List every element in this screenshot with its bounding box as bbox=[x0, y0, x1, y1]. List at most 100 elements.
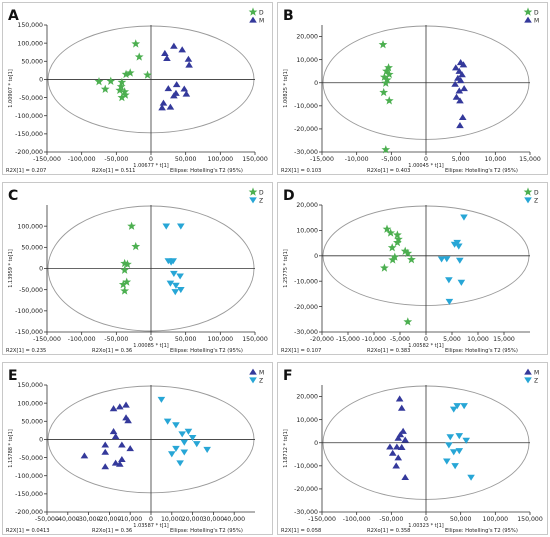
x-tick-label: -10,000 bbox=[345, 156, 369, 163]
y-tick-label: 150,000 bbox=[17, 22, 43, 29]
panel-label: B bbox=[283, 8, 294, 24]
panel-label: F bbox=[283, 368, 293, 384]
data-point-Z-4 bbox=[446, 434, 455, 441]
legend-label: Z bbox=[259, 197, 263, 204]
footer-r2x: R2X[1] = 0.103 bbox=[281, 168, 321, 174]
data-point-M-5 bbox=[109, 428, 118, 435]
data-point-Z-4 bbox=[443, 256, 451, 263]
legend-label: Z bbox=[534, 377, 538, 384]
data-point-D-7 bbox=[120, 286, 130, 295]
panel-F: F 20,000 10,000 0 -10,000 -20,000 -30,000-150,… bbox=[277, 362, 548, 535]
footer-ellipse: Ellipse: Hotelling's T2 (95%) bbox=[445, 528, 518, 534]
data-point-D-10 bbox=[120, 90, 130, 99]
data-point-D-11 bbox=[117, 92, 127, 102]
data-point-D-7 bbox=[403, 248, 413, 257]
y-tick-label: 10,000 bbox=[296, 228, 318, 235]
data-point-Z-2 bbox=[449, 406, 458, 413]
data-point-M-legend bbox=[249, 368, 257, 375]
data-point-M-3 bbox=[163, 54, 171, 62]
data-point-M-15 bbox=[101, 463, 110, 470]
data-point-Z-6 bbox=[176, 273, 184, 280]
y-tick-label: -30,000 bbox=[294, 509, 318, 516]
data-point-Z-2 bbox=[450, 241, 459, 248]
x-tick-label: -150,000 bbox=[33, 336, 61, 343]
data-point-D-12 bbox=[403, 317, 413, 326]
data-point-M-6 bbox=[456, 76, 465, 84]
y-tick-label: 20,000 bbox=[296, 202, 318, 209]
data-point-D-6 bbox=[400, 246, 410, 255]
legend-label: Z bbox=[259, 377, 263, 384]
data-point-M-4 bbox=[458, 71, 466, 78]
data-point-M-12 bbox=[401, 473, 409, 481]
x-tick-label: -50,000 bbox=[104, 336, 128, 343]
data-point-Z-7 bbox=[457, 279, 466, 286]
data-point-Z-2 bbox=[172, 422, 180, 429]
x-tick-label: 0 bbox=[149, 516, 153, 523]
panel-frame bbox=[277, 362, 548, 535]
y-tick-label: 100,000 bbox=[17, 40, 43, 47]
data-point-M-10 bbox=[452, 93, 461, 100]
footer-ellipse: Ellipse: Hotelling's T2 (95%) bbox=[445, 348, 518, 354]
y-tick-label: 20,000 bbox=[296, 394, 318, 401]
x-tick-label: -20,000 bbox=[310, 336, 334, 343]
data-point-Z-8 bbox=[172, 282, 180, 289]
y-tick-label: 0 bbox=[39, 266, 43, 273]
data-point-M-2 bbox=[399, 427, 407, 434]
x-tick-label: -5,000 bbox=[381, 156, 401, 163]
footer-ellipse: Ellipse: Hotelling's T2 (95%) bbox=[170, 528, 243, 534]
panel-D: D20,00010,0000-10,000-20,000-30,000-20,0… bbox=[277, 182, 548, 355]
x-tick-label: 30,000 bbox=[203, 516, 225, 523]
footer-ellipse: Ellipse: Hotelling's T2 (95%) bbox=[170, 168, 243, 174]
data-point-Z-3 bbox=[454, 243, 463, 250]
x-tick-label: -15,000 bbox=[310, 156, 334, 163]
x-tick-label: -5,000 bbox=[390, 336, 410, 343]
y-axis-label: 1.15788 * to[1] bbox=[8, 429, 14, 468]
data-point-M-13 bbox=[158, 104, 166, 111]
x-tick-label: -150,000 bbox=[308, 516, 336, 523]
data-point-M-1 bbox=[178, 46, 186, 53]
x-tick-label: -100,000 bbox=[68, 336, 96, 343]
panel-frame bbox=[277, 2, 548, 175]
legend-label: M bbox=[534, 17, 539, 24]
footer-ellipse: Ellipse: Hotelling's T2 (95%) bbox=[445, 168, 518, 174]
data-point-D-13 bbox=[100, 84, 110, 93]
footer-r2xo: R2Xo[1] = 0.36 bbox=[92, 348, 132, 354]
panel-B: B 20,000 10,000 0 -10,000 -20,000 -30,000-15,0… bbox=[277, 2, 548, 175]
data-point-D-4 bbox=[393, 237, 402, 247]
x-tick-label: 10,000 bbox=[161, 516, 183, 523]
data-point-Z-5 bbox=[188, 434, 197, 442]
x-tick-label: 100,000 bbox=[208, 336, 234, 343]
x-axis-label: 1.00085 * t[1] bbox=[133, 343, 168, 349]
y-tick-label: -20,000 bbox=[294, 486, 318, 493]
y-axis-label: 1.18712 * to[1] bbox=[283, 429, 289, 468]
footer-r2xo: R2Xo[1] = 0.358 bbox=[367, 528, 410, 534]
data-point-M-9 bbox=[126, 445, 134, 452]
x-tick-label: -10,000 bbox=[362, 336, 386, 343]
data-point-Z-8 bbox=[437, 256, 446, 263]
data-point-D-3 bbox=[394, 234, 403, 244]
data-point-M-13 bbox=[111, 459, 120, 466]
data-point-Z-11 bbox=[467, 474, 475, 481]
data-point-Z-6 bbox=[180, 439, 189, 446]
y-tick-label: -10,000 bbox=[294, 463, 318, 470]
data-point-M-1 bbox=[459, 61, 468, 68]
panel-label: E bbox=[8, 368, 18, 384]
data-point-Z-4 bbox=[167, 259, 175, 266]
data-point-Z-9 bbox=[177, 287, 185, 294]
data-point-M-1 bbox=[122, 401, 130, 408]
x-tick-label: 150,000 bbox=[517, 516, 543, 523]
data-point-Z-9 bbox=[445, 298, 454, 305]
y-tick-label: 0 bbox=[39, 437, 43, 444]
x-axis-label: 1.03587 * t[1] bbox=[133, 523, 168, 529]
data-point-D-8 bbox=[390, 252, 400, 261]
data-point-Z-1 bbox=[460, 403, 468, 410]
data-point-Z-6 bbox=[445, 442, 453, 449]
y-tick-label: 0 bbox=[314, 80, 318, 87]
data-point-D-5 bbox=[106, 76, 116, 85]
data-point-Z-1 bbox=[163, 418, 172, 425]
panel-label: D bbox=[283, 188, 295, 204]
y-tick-label: -20,000 bbox=[294, 304, 318, 311]
y-tick-label: -150,000 bbox=[15, 329, 43, 336]
x-tick-label: 50,000 bbox=[450, 516, 472, 523]
